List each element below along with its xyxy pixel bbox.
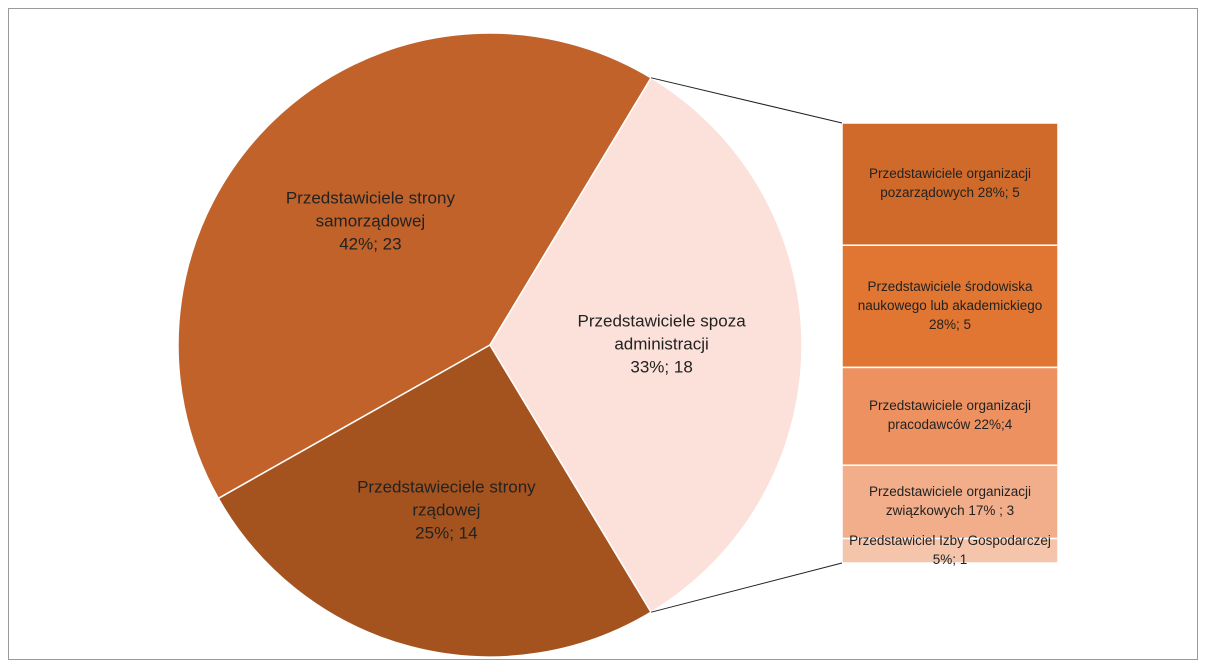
connector-line [650, 562, 843, 613]
pie-label: Przedstawiciele spoza administracji 33%; … [562, 311, 762, 380]
bar-label-text: Przedstawiciele organizacji pracodawców … [844, 397, 1056, 435]
bar-segment [841, 366, 1059, 466]
bar-label-text: Przedstawiciele organizacji pozarządowyc… [844, 165, 1056, 203]
bar-label-text: Przedstawiciele środowiska naukowego lub… [844, 278, 1056, 335]
bar-label-text: Przedstawiciele organizacji związkowych … [844, 483, 1056, 521]
pie-slice [489, 76, 803, 614]
slice-name: Przedstawiciele spoza administracji [577, 311, 746, 354]
pie-slice [177, 32, 653, 500]
bar-label: Przedstawiciele organizacji pozarządowyc… [842, 123, 1058, 245]
pie-label: Przedstawiciele strony samorządowej 42%; … [270, 188, 470, 257]
bar-segment [841, 464, 1059, 540]
segment-name: Przedstawiciele organizacji związkowych [868, 483, 1032, 518]
slice-value: 33%; 18 [630, 357, 693, 377]
connector-line [651, 77, 843, 124]
pie-label: Przedstawieciele strony rządowej 25%; 14 [346, 477, 546, 546]
bar-label: Przedstawiciele organizacji związkowych … [842, 465, 1058, 538]
chart-frame [8, 8, 1198, 660]
segment-name: Przedstawiciele organizacji pozarządowyc… [868, 166, 1032, 201]
segment-value: 28%; 5 [928, 316, 972, 332]
slice-value: 25%; 14 [415, 523, 478, 543]
segment-value: 5%; 1 [932, 551, 968, 567]
segment-value: 28%; 5 [977, 185, 1020, 201]
bar-label: Przedstawiciele organizacji pracodawców … [842, 367, 1058, 465]
segment-value: 17% ; 3 [968, 502, 1015, 518]
bar-segment [841, 537, 1059, 564]
segment-name: Przedstawiciele organizacji pracodawców [868, 398, 1032, 433]
segment-value: 22%;4 [974, 417, 1013, 433]
bar-segment [841, 122, 1059, 246]
bar-label-text: Przedstawiciel Izby Gospodarczej 5%; 1 [844, 532, 1056, 570]
bar-label: Przedstawiciel Izby Gospodarczej 5%; 1 [842, 533, 1058, 567]
slice-name: Przedstawiciele strony samorządowej [285, 188, 455, 231]
bar-segment [841, 244, 1059, 369]
slice-value: 42%; 23 [339, 234, 402, 254]
pie-slice [217, 343, 653, 658]
slice-name: Przedstawieciele strony rządowej [357, 477, 536, 520]
segment-name: Przedstawiciel Izby Gospodarczej [849, 532, 1051, 548]
bar-label: Przedstawiciele środowiska naukowego lub… [842, 245, 1058, 367]
segment-name: Przedstawiciele środowiska naukowego lub… [857, 278, 1043, 313]
